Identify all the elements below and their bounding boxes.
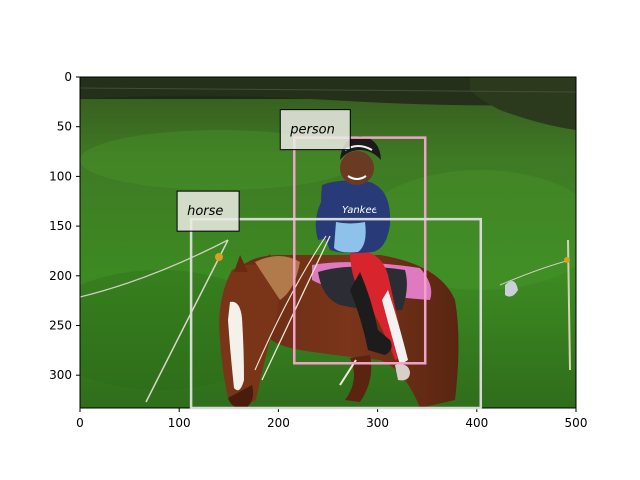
y-tick-label: 200 [49, 269, 72, 283]
y-tick-label: 0 [64, 70, 72, 84]
x-tick-label: 500 [565, 416, 588, 430]
horse-label-box [176, 190, 240, 232]
x-tick-label: 100 [168, 416, 191, 430]
axis-ticks: 0 100 200 300 400 500 0 50 100 150 200 250 300 [49, 70, 587, 430]
x-tick-label: 200 [267, 416, 290, 430]
y-tick-label: 150 [49, 219, 72, 233]
x-tick-label: 400 [465, 416, 488, 430]
person-bounding-box [293, 136, 427, 365]
horse-label-text: horse [187, 204, 223, 219]
person-label-text: person [289, 123, 335, 138]
y-tick-label: 300 [49, 368, 72, 382]
horse-bounding-box [189, 217, 483, 410]
x-tick-label: 0 [76, 416, 84, 430]
person-label-box [279, 109, 351, 151]
detection-boxes: person horse [176, 109, 483, 410]
svg-text:Yankees: Yankees [342, 205, 383, 216]
y-tick-label: 100 [49, 169, 72, 183]
y-tick-label: 50 [57, 120, 72, 134]
x-tick-label: 300 [366, 416, 389, 430]
y-tick-label: 250 [49, 318, 72, 332]
